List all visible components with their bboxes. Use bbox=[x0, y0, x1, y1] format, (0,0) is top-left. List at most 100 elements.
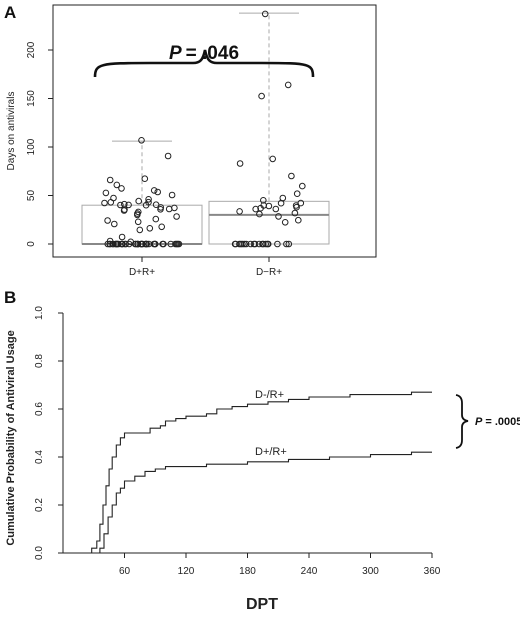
line-y-tick-label: 0.4 bbox=[34, 450, 45, 464]
boxplot-y-tick-label: 0 bbox=[26, 241, 37, 247]
line-y-tick-label: 0.8 bbox=[34, 354, 45, 368]
boxplot-point bbox=[134, 218, 142, 226]
series-line-d-plus-r-plus bbox=[93, 451, 432, 554]
significance-brace bbox=[93, 49, 315, 78]
boxplot-y-axis: 0 50 100 150 200 bbox=[26, 41, 53, 247]
boxplot-point bbox=[152, 215, 160, 223]
line-x-axis: 60 120 180 240 300 360 bbox=[119, 553, 441, 577]
boxplot-panel: 0 50 100 150 200 D+R+ D−R+ Days on antivirals… bbox=[6, 4, 377, 278]
boxplot-point bbox=[283, 240, 290, 248]
boxplot-point bbox=[291, 209, 299, 217]
boxplot-point bbox=[285, 240, 293, 248]
boxplot-point bbox=[165, 205, 173, 213]
box-iqr bbox=[208, 200, 330, 245]
boxplot-point bbox=[261, 10, 269, 18]
boxplot-point bbox=[122, 240, 129, 248]
boxplot-point bbox=[258, 92, 265, 100]
boxplot-point bbox=[118, 233, 126, 241]
line-y-axis-title: Cumulative Probability of Antiviral Usag… bbox=[5, 330, 17, 545]
boxplot-point bbox=[102, 189, 110, 197]
boxplot-point bbox=[104, 217, 111, 224]
boxplot-point bbox=[113, 181, 121, 189]
boxplot-point bbox=[269, 155, 277, 163]
boxplot-x-tick-label: D+R+ bbox=[129, 267, 155, 278]
box-d-minus-r-plus bbox=[208, 12, 330, 245]
boxplot-point bbox=[146, 225, 154, 232]
line-x-tick-label: 240 bbox=[301, 566, 318, 577]
boxplot-point bbox=[134, 240, 142, 248]
boxplot-point bbox=[236, 160, 244, 167]
series-label-d-minus-r-plus: D-/R+ bbox=[255, 389, 284, 401]
line-x-axis-title: DPT bbox=[246, 596, 278, 613]
boxplot-y-tick-label: 200 bbox=[26, 41, 37, 58]
line-x-tick-label: 60 bbox=[119, 566, 131, 577]
boxplot-point bbox=[118, 185, 125, 192]
box-iqr bbox=[81, 204, 203, 245]
boxplot-point bbox=[106, 237, 114, 245]
boxplot-point bbox=[288, 172, 295, 180]
boxplot-point bbox=[112, 240, 119, 248]
boxplot-point bbox=[299, 182, 306, 190]
boxplot-point bbox=[262, 240, 270, 248]
boxplot-point bbox=[136, 226, 144, 234]
boxplot-point bbox=[260, 197, 267, 204]
boxplot-y-axis-title: Days on antivirals bbox=[6, 92, 17, 171]
boxplot-point bbox=[106, 176, 114, 184]
boxplot-point bbox=[284, 81, 292, 89]
boxplot-point bbox=[138, 137, 145, 144]
significance-brace-b bbox=[455, 394, 469, 449]
boxplot-point bbox=[274, 240, 281, 248]
boxplot-point bbox=[164, 152, 172, 160]
boxplot-point bbox=[142, 240, 149, 248]
panel-letter-a: A bbox=[4, 3, 16, 22]
boxplot-point bbox=[110, 194, 117, 202]
line-y-tick-label: 0.6 bbox=[34, 402, 45, 416]
boxplot-point bbox=[145, 196, 152, 203]
boxplot-point bbox=[173, 213, 180, 220]
boxplot-y-tick-label: 50 bbox=[26, 190, 37, 202]
boxplot-point bbox=[151, 240, 159, 248]
line-x-tick-label: 360 bbox=[424, 566, 441, 577]
boxplot-point bbox=[275, 213, 282, 220]
boxplot-x-axis: D+R+ D−R+ bbox=[129, 257, 282, 278]
boxplot-point bbox=[272, 205, 280, 213]
boxplot-point bbox=[241, 240, 248, 248]
boxplot-point bbox=[159, 240, 166, 248]
boxplot-point bbox=[264, 240, 271, 248]
p-value-annotation-b: P = .0005 bbox=[475, 416, 520, 428]
boxplot-point bbox=[171, 204, 178, 212]
boxplot-point bbox=[152, 201, 160, 208]
boxplot-point bbox=[297, 199, 305, 207]
boxplot-frame bbox=[52, 4, 377, 258]
p-value-annotation-a: P = .046 bbox=[169, 43, 239, 64]
boxplot-point bbox=[101, 199, 108, 207]
boxplot-y-tick-label: 100 bbox=[26, 138, 37, 155]
p-label-a: P bbox=[169, 43, 182, 64]
boxplot-point bbox=[255, 240, 263, 248]
line-y-axis: 0.0 0.2 0.4 0.6 0.8 1.0 bbox=[34, 306, 63, 560]
boxplot-point bbox=[259, 240, 267, 248]
series-line-d-minus-r-plus bbox=[83, 391, 432, 554]
boxplot-y-tick-label: 150 bbox=[26, 90, 37, 107]
boxplot-point bbox=[121, 200, 128, 208]
boxplot-point bbox=[150, 187, 158, 194]
boxplot-point bbox=[154, 188, 161, 196]
boxplot-points bbox=[101, 10, 306, 248]
boxplot-point bbox=[239, 240, 246, 248]
line-y-tick-label: 0.2 bbox=[34, 498, 45, 512]
p-label-b: P bbox=[475, 416, 483, 428]
boxplot-point bbox=[168, 191, 176, 199]
boxplot-point bbox=[173, 240, 180, 248]
boxplot-point bbox=[252, 205, 259, 213]
boxplot-point bbox=[256, 210, 263, 218]
boxplot-point bbox=[247, 240, 254, 248]
boxplot-point bbox=[279, 194, 287, 202]
boxplot-point bbox=[293, 190, 301, 197]
boxplot-point bbox=[111, 220, 118, 228]
line-x-tick-label: 300 bbox=[362, 566, 379, 577]
series-label-d-plus-r-plus: D+/R+ bbox=[255, 446, 287, 458]
line-y-tick-label: 1.0 bbox=[34, 306, 45, 320]
boxplot-point bbox=[135, 208, 142, 216]
p-value-b: = .0005 bbox=[485, 416, 520, 428]
